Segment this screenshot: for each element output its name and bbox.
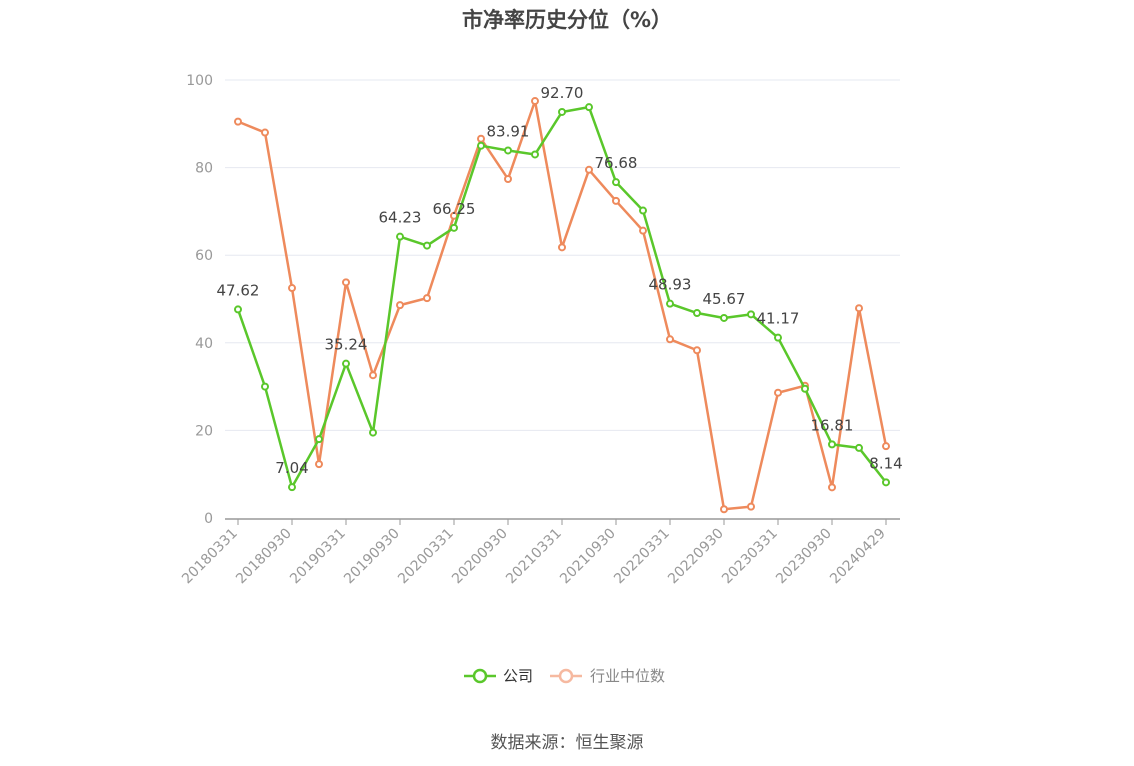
data-point-industry [504,174,512,183]
x-tick-label: 20230930 [773,526,835,588]
data-point-industry [396,301,404,310]
y-tick-label: 80 [195,161,213,177]
data-point-industry [558,243,566,252]
y-tick-label: 0 [204,511,213,527]
data-point-industry [423,294,431,303]
data-point-company [369,428,377,437]
data-point-company [639,206,647,215]
data-point-company [531,150,539,159]
chart-title: 市净率历史分位（%） [461,8,673,32]
legend-label-industry: 行业中位数 [590,667,665,685]
data-source-note: 数据来源：恒生聚源 [490,733,644,753]
series-line-industry [237,99,888,511]
y-tick-label: 60 [195,248,213,264]
x-tick-label: 20210331 [503,526,565,588]
y-tick-label: 20 [195,423,213,439]
data-label: 8.14 [869,454,902,472]
x-tick-label: 20210930 [557,526,619,588]
data-point-company [342,359,350,368]
data-label: 92.70 [541,84,584,102]
x-tick-label: 20220930 [665,526,727,588]
data-point-company [450,223,458,232]
series-layer [234,97,890,514]
data-point-industry [774,388,782,397]
data-point-industry [639,226,647,235]
data-point-industry [315,460,323,469]
data-point-industry [531,97,539,106]
data-point-industry [720,505,728,514]
data-point-industry [234,117,242,126]
data-point-company [396,232,404,241]
legend[interactable]: 公司 行业中位数 [464,667,665,685]
data-point-company [288,483,296,492]
x-tick-label: 20240429 [827,526,889,588]
x-tick-label: 20200331 [395,526,457,588]
data-point-industry [342,278,350,287]
y-tick-label: 100 [186,73,213,89]
data-point-industry [882,442,890,451]
data-label: 48.93 [649,276,692,294]
data-label: 66.25 [433,200,476,218]
data-point-company [612,178,620,187]
data-label: 76.68 [595,154,638,172]
legend-label-company: 公司 [503,667,533,685]
data-point-company [828,440,836,449]
x-tick-label: 20200930 [449,526,511,588]
data-point-company [423,241,431,250]
x-tick-label: 20220331 [611,526,673,588]
data-label: 83.91 [487,122,530,140]
data-point-industry [828,483,836,492]
data-point-company [855,443,863,452]
x-tick-label: 20180331 [179,526,241,588]
legend-marker-company [472,668,488,684]
data-point-company [261,382,269,391]
axis-layer: 0 20 40 60 80 100 2018033120180930201903312019… [179,73,900,587]
data-point-company [234,305,242,314]
data-label: 64.23 [379,209,422,227]
data-point-company [504,146,512,155]
data-label: 7.04 [275,459,308,477]
data-point-company [693,309,701,318]
data-point-industry [747,502,755,511]
data-label: 41.17 [757,310,800,328]
data-point-company [747,310,755,319]
data-label: 45.67 [703,290,746,308]
data-point-company [558,107,566,116]
y-tick-label: 40 [195,336,213,352]
data-point-industry [693,346,701,355]
x-tick-label: 20180930 [233,526,295,588]
data-point-industry [612,196,620,205]
x-tick-label: 20190331 [287,526,349,588]
data-point-company [774,333,782,342]
data-label: 16.81 [811,416,854,434]
data-point-industry [369,371,377,380]
data-point-company [801,384,809,393]
data-point-industry [261,128,269,137]
x-tick-label: 20190930 [341,526,403,588]
data-point-company [315,435,323,444]
data-point-company [882,478,890,487]
data-label: 47.62 [217,281,260,299]
data-point-company [477,141,485,150]
data-point-industry [477,134,485,143]
data-point-industry [288,284,296,293]
data-point-company [666,299,674,308]
data-point-industry [666,335,674,344]
x-tick-label: 20230331 [719,526,781,588]
data-label-layer: 47.62 7.04 35.24 64.23 66.25 83.91 92.70 76.68 4… [217,84,903,477]
data-point-company [585,103,593,112]
data-point-industry [855,304,863,313]
data-label: 35.24 [325,336,368,354]
data-point-industry [585,165,593,174]
legend-marker-industry [558,668,574,684]
data-point-company [720,313,728,322]
